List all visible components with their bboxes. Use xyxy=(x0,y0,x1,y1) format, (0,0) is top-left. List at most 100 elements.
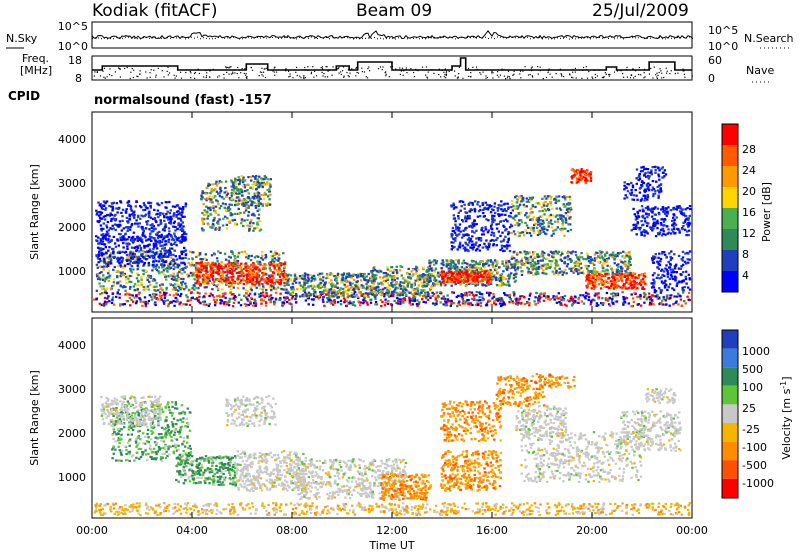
power-cell xyxy=(163,274,165,276)
power-cell xyxy=(184,283,186,285)
power-cell xyxy=(486,260,488,262)
power-cell xyxy=(456,276,458,278)
nave-dot xyxy=(654,67,655,68)
power-cell xyxy=(238,271,240,273)
power-cell xyxy=(593,288,595,290)
power-cell xyxy=(335,276,337,278)
power-cell xyxy=(361,284,363,286)
power-cell xyxy=(218,295,220,297)
power-cell xyxy=(284,285,286,287)
power-cell xyxy=(179,302,181,304)
power-cell xyxy=(349,282,351,284)
power-cell xyxy=(120,239,122,241)
power-cell xyxy=(246,273,248,275)
power-cell xyxy=(456,305,458,307)
nave-dot xyxy=(224,77,225,78)
power-cell xyxy=(403,292,405,294)
nave-dot xyxy=(605,72,606,73)
power-cell xyxy=(399,284,401,286)
power-cell xyxy=(112,252,114,254)
power-cell xyxy=(485,278,487,280)
power-cell xyxy=(332,284,334,286)
power-cell xyxy=(416,305,418,307)
power-cell xyxy=(336,282,338,284)
power-cell xyxy=(458,259,460,261)
power-cell xyxy=(670,271,672,273)
power-cell xyxy=(225,259,227,261)
nave-dot xyxy=(323,73,324,74)
nave-dot xyxy=(428,72,429,73)
power-cell xyxy=(403,286,405,288)
power-cell xyxy=(648,296,650,298)
power-cell xyxy=(631,287,633,289)
power-cell xyxy=(327,294,329,296)
nave-dot xyxy=(556,73,557,74)
power-cell xyxy=(527,270,529,272)
power-cell xyxy=(111,202,113,204)
power-cell xyxy=(481,283,483,285)
power-cell xyxy=(104,297,106,299)
power-cell xyxy=(117,270,119,272)
power-cell xyxy=(247,267,249,269)
power-cell xyxy=(396,297,398,299)
power-cell xyxy=(636,287,638,289)
power-cell xyxy=(196,276,198,278)
power-cell xyxy=(399,269,401,271)
power-cell xyxy=(467,279,469,281)
power-cell xyxy=(614,262,616,264)
power-cell xyxy=(98,215,100,217)
power-cell xyxy=(508,275,510,277)
power-cell xyxy=(593,274,595,276)
power-cell xyxy=(379,293,381,295)
nave-dot xyxy=(305,69,306,70)
power-cell xyxy=(115,229,117,231)
power-cell xyxy=(302,286,304,288)
power-cell xyxy=(130,270,132,272)
power-cell xyxy=(365,292,367,294)
power-cell xyxy=(613,288,615,290)
power-cell xyxy=(322,298,324,300)
power-cell xyxy=(250,297,252,299)
power-cell xyxy=(313,289,315,291)
nave-dot xyxy=(509,78,510,79)
power-cell xyxy=(415,266,417,268)
nave-dot xyxy=(234,70,235,71)
power-cell xyxy=(666,297,668,299)
power-cell xyxy=(433,283,435,285)
power-cell xyxy=(652,262,654,264)
power-cell xyxy=(167,211,169,213)
power-cell xyxy=(653,272,655,274)
power-cell xyxy=(238,294,240,296)
power-cell xyxy=(402,294,404,296)
power-cell xyxy=(419,294,421,296)
power-cell xyxy=(120,284,122,286)
nave-dot xyxy=(644,72,645,73)
power-cell xyxy=(232,305,234,307)
power-cell xyxy=(164,297,166,299)
power-cell xyxy=(273,253,275,255)
power-cell xyxy=(590,300,592,302)
power-cell xyxy=(179,218,181,220)
power-cell xyxy=(211,288,213,290)
power-cell xyxy=(433,259,435,261)
power-cell xyxy=(407,286,409,288)
nave-dot xyxy=(413,72,414,73)
power-cell xyxy=(371,287,373,289)
power-cell xyxy=(361,295,363,297)
power-cell xyxy=(584,296,586,298)
power-cell xyxy=(625,265,627,267)
nave-dot xyxy=(305,77,306,78)
power-cell xyxy=(222,273,224,275)
power-cell xyxy=(351,283,353,285)
power-cell xyxy=(375,277,377,279)
power-cell xyxy=(517,266,519,268)
power-cell xyxy=(435,302,437,304)
power-cell xyxy=(99,211,101,213)
power-cell xyxy=(494,259,496,261)
power-cell xyxy=(607,281,609,283)
power-cell xyxy=(437,272,439,274)
power-cell xyxy=(567,255,569,257)
nave-dot xyxy=(259,75,260,76)
power-cell xyxy=(457,282,459,284)
power-cell xyxy=(492,266,494,268)
